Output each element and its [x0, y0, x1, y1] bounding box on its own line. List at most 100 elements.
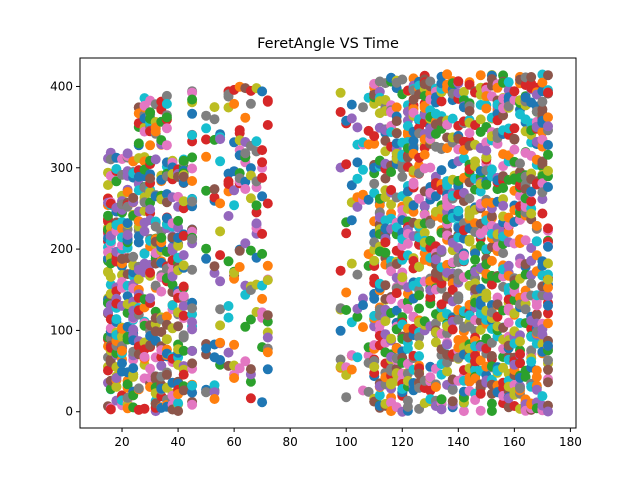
data-point: [526, 72, 537, 82]
data-point: [531, 365, 542, 376]
y-tick-label: 0: [65, 405, 73, 419]
data-point: [453, 314, 464, 325]
data-point: [209, 102, 220, 113]
x-tick-label: 100: [335, 435, 358, 449]
data-point: [475, 388, 486, 399]
data-point: [543, 165, 553, 176]
data-point: [363, 386, 374, 397]
data-point: [358, 164, 368, 175]
data-point: [402, 238, 413, 249]
data-point: [352, 157, 363, 168]
data-point: [363, 194, 374, 205]
data-point: [215, 337, 226, 348]
data-point: [201, 243, 212, 254]
data-point: [111, 314, 122, 325]
data-point: [402, 401, 413, 412]
data-point: [503, 317, 514, 328]
data-point: [209, 114, 220, 125]
data-point: [178, 301, 189, 311]
data-point: [503, 260, 514, 271]
data-point: [223, 211, 234, 221]
data-point: [526, 243, 537, 253]
data-point: [537, 96, 548, 107]
data-point: [414, 340, 425, 351]
data-point: [475, 405, 486, 416]
data-point: [240, 238, 251, 249]
data-point: [209, 394, 220, 404]
data-point: [543, 340, 553, 351]
data-point: [391, 305, 402, 316]
data-point: [436, 96, 447, 107]
data-point: [380, 173, 391, 184]
data-point: [346, 113, 357, 124]
data-point: [509, 134, 520, 145]
data-point: [257, 293, 268, 304]
chart-title: FeretAngle VS Time: [257, 36, 399, 52]
data-point: [161, 140, 172, 151]
data-point: [161, 369, 172, 380]
data-point: [245, 163, 256, 174]
data-point: [133, 138, 144, 149]
data-point: [509, 86, 520, 97]
x-tick-label: 60: [226, 435, 241, 449]
data-point: [515, 358, 525, 369]
data-point: [187, 380, 198, 391]
data-point: [481, 103, 492, 114]
data-point: [335, 87, 346, 98]
data-point: [380, 280, 391, 291]
x-axis-ticks: 20 40 60 80 100 120 140 160 180: [114, 428, 582, 449]
data-point: [341, 392, 352, 403]
data-point: [425, 218, 436, 229]
data-point: [240, 321, 251, 332]
data-point: [223, 256, 234, 267]
data-point: [187, 358, 198, 369]
y-tick-label: 100: [50, 323, 73, 337]
data-point: [386, 266, 397, 277]
data-point: [335, 265, 346, 276]
data-point: [201, 343, 212, 354]
data-point: [352, 201, 363, 212]
data-point: [430, 382, 441, 392]
data-point: [234, 363, 245, 374]
data-point: [492, 292, 503, 303]
data-point: [257, 191, 268, 202]
data-point: [215, 304, 226, 315]
data-point: [453, 206, 464, 217]
data-point: [391, 128, 402, 139]
data-point: [374, 390, 385, 401]
data-point: [139, 403, 150, 414]
data-point: [531, 220, 542, 231]
data-point: [453, 76, 464, 87]
data-point: [447, 396, 458, 407]
data-point: [262, 198, 273, 209]
data-point: [352, 311, 363, 322]
data-point: [352, 122, 363, 133]
data-point: [526, 196, 537, 207]
data-point: [161, 98, 172, 109]
data-point: [543, 182, 553, 192]
data-point: [117, 358, 127, 369]
data-point: [161, 90, 172, 101]
data-point: [178, 155, 189, 166]
data-point: [526, 356, 537, 367]
data-point: [486, 398, 497, 409]
plot-frame: [79, 57, 577, 429]
data-point: [187, 346, 198, 356]
data-point: [352, 269, 363, 280]
data-point: [414, 290, 425, 301]
data-points: [103, 69, 553, 417]
data-point: [537, 194, 548, 205]
data-point: [358, 322, 368, 333]
data-point: [391, 116, 402, 127]
data-point: [526, 345, 537, 356]
data-point: [201, 253, 212, 264]
data-point: [262, 332, 273, 343]
data-point: [223, 301, 234, 311]
data-point: [531, 236, 542, 247]
data-point: [414, 332, 425, 343]
data-point: [223, 312, 234, 323]
data-point: [173, 406, 184, 416]
data-point: [369, 131, 380, 142]
data-point: [341, 228, 352, 239]
data-point: [543, 364, 553, 375]
